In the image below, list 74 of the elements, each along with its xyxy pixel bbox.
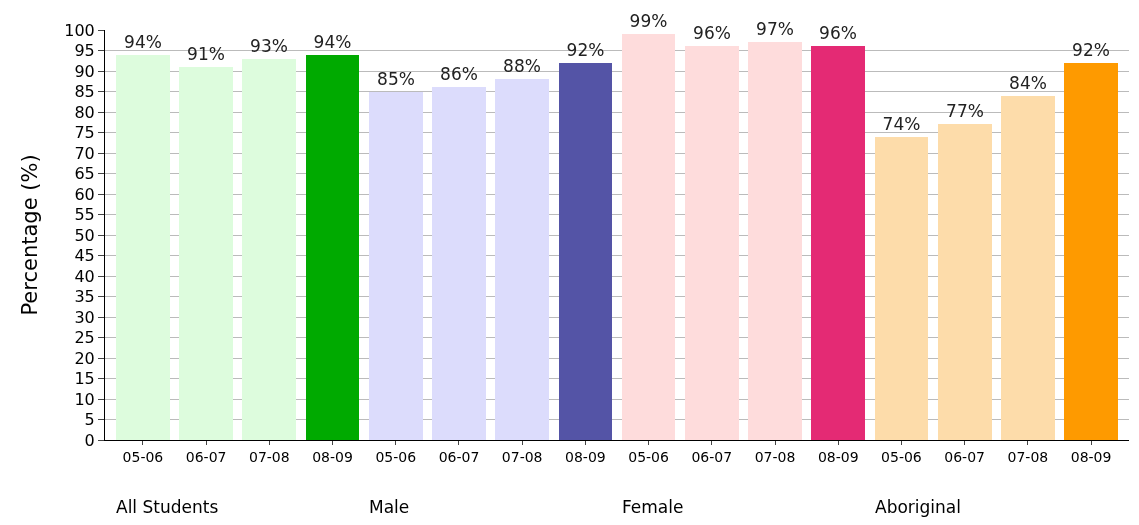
x-tick-label: 08-09	[817, 448, 859, 465]
y-tick-label: 0	[84, 430, 95, 450]
y-tick-label: 55	[74, 205, 95, 225]
bar	[559, 63, 612, 440]
bar	[369, 92, 423, 440]
data-label: 74%	[882, 114, 921, 134]
y-tick-label: 60	[74, 184, 95, 204]
bar	[685, 46, 739, 440]
x-tick-label: 06-07	[438, 448, 480, 465]
x-tick-label: 08-09	[312, 448, 353, 465]
x-tick-label: 08-09	[1070, 448, 1112, 465]
data-label: 96%	[693, 23, 731, 43]
data-label: 96%	[819, 23, 857, 43]
x-tick-label: 05-06	[375, 448, 417, 465]
y-tick-label: 95	[74, 41, 95, 61]
y-tick-label: 45	[74, 246, 95, 266]
bar	[748, 42, 802, 440]
bar	[242, 59, 296, 440]
x-tick-label: 07-08	[249, 448, 290, 465]
y-tick-label: 70	[74, 143, 95, 163]
y-tick-label: 20	[74, 348, 95, 368]
bar	[495, 79, 549, 440]
bar	[811, 46, 865, 440]
x-tick-label: 07-08	[754, 448, 796, 465]
y-tick-label: 30	[74, 307, 95, 327]
data-label: 93%	[250, 36, 288, 56]
y-tick-label: 50	[74, 225, 95, 245]
data-label: 86%	[440, 64, 478, 84]
text: Female	[622, 497, 684, 517]
x-tick-label: 07-08	[501, 448, 543, 465]
text: Male	[369, 497, 410, 517]
y-tick-label: 35	[74, 287, 95, 307]
x-tick-label: 05-06	[628, 448, 670, 465]
y-tick-label: 85	[74, 82, 95, 102]
data-label: 94%	[313, 32, 352, 52]
data-label: 99%	[629, 11, 668, 31]
y-axis-title: Percentage (%)	[18, 154, 43, 316]
bar	[622, 34, 675, 440]
y-tick-label: 40	[74, 266, 95, 286]
y-tick-label: 10	[74, 389, 95, 409]
x-tick-label: 06-07	[691, 448, 733, 465]
data-label: 92%	[1072, 40, 1110, 60]
y-tick-label: 75	[74, 123, 95, 143]
x-tick-label: 07-08	[1007, 448, 1049, 465]
data-label: 92%	[566, 40, 605, 60]
data-label: 84%	[1009, 73, 1047, 93]
x-tick-label: 06-07	[944, 448, 985, 465]
x-tick-label: 05-06	[881, 448, 922, 465]
data-label: 94%	[124, 32, 162, 52]
data-label: 88%	[503, 56, 541, 76]
y-tick-label: 80	[74, 102, 95, 122]
x-tick-label: 08-09	[565, 448, 606, 465]
y-tick-label: 90	[74, 61, 95, 81]
y-tick-label: 5	[84, 410, 95, 430]
text: All Students	[116, 497, 219, 517]
y-tick-label: 100	[64, 20, 95, 40]
data-label: 91%	[187, 44, 225, 64]
bar	[938, 124, 992, 440]
bar	[432, 87, 486, 440]
x-tick-label: 06-07	[185, 448, 227, 465]
y-tick-label: 15	[74, 369, 95, 389]
text: Aboriginal	[875, 497, 961, 517]
y-tick-label: 65	[74, 164, 95, 184]
bar	[1064, 63, 1118, 440]
bar	[875, 137, 928, 440]
data-label: 77%	[946, 101, 984, 121]
data-label: 85%	[377, 69, 415, 89]
bar	[1001, 96, 1055, 440]
bar	[306, 55, 359, 440]
data-label: 97%	[756, 19, 794, 39]
x-tick-label: 05-06	[122, 448, 164, 465]
y-tick-label: 25	[74, 328, 95, 348]
bar	[116, 55, 170, 440]
bar	[179, 67, 233, 440]
